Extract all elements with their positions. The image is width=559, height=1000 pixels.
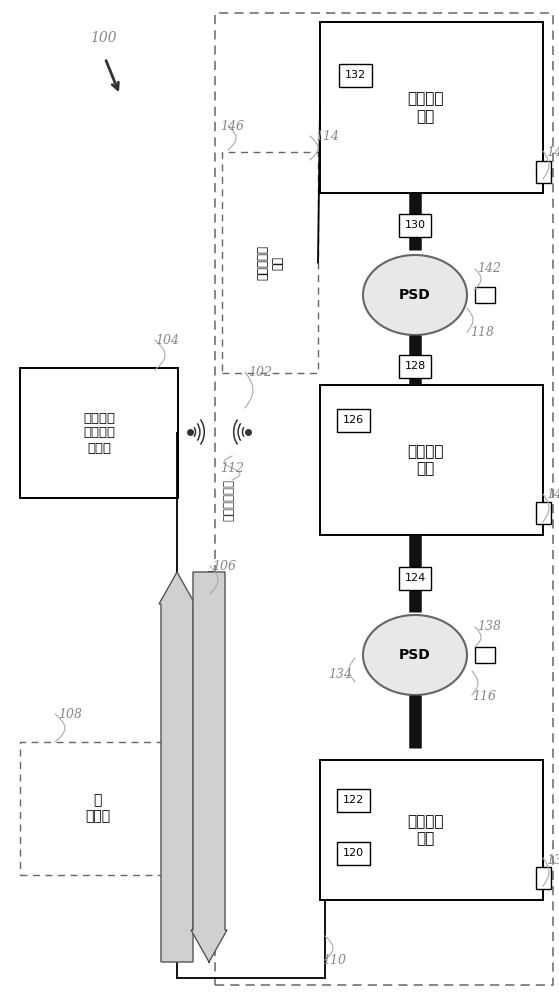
Bar [339,64,372,87]
Text: 离线传感器
单元: 离线传感器 单元 [256,245,284,280]
Text: 146: 146 [220,119,244,132]
Text: 130: 130 [405,220,425,230]
Bar [337,788,369,812]
Text: 104: 104 [155,334,179,347]
Bar [320,385,543,535]
Text: 114: 114 [315,129,339,142]
Bar [475,287,495,303]
Bar [222,152,318,373]
Text: 112: 112 [220,462,244,475]
Bar [399,214,431,236]
Bar [475,647,495,663]
Text: 106: 106 [212,560,236,572]
Text: 118: 118 [470,326,494,340]
Text: 122: 122 [342,795,363,805]
Text: 120: 120 [343,848,363,858]
Bar [337,842,369,864]
Ellipse shape [363,615,467,695]
Text: 134: 134 [328,668,352,682]
Bar [320,760,543,900]
Text: 110: 110 [322,954,346,966]
Text: 138: 138 [477,620,501,634]
Bar [536,502,551,524]
Text: 144: 144 [546,145,559,158]
Text: 生物处理环境: 生物处理环境 [222,479,235,521]
Text: PSD: PSD [399,648,431,662]
Bar [399,566,431,589]
Bar [337,408,369,432]
Text: 128: 128 [404,361,425,371]
Text: 100: 100 [90,31,117,45]
FancyArrow shape [191,572,227,962]
Text: 102: 102 [248,366,272,379]
Ellipse shape [363,255,467,335]
Text: 124: 124 [404,573,425,583]
Text: 生物处理
单元: 生物处理 单元 [407,814,443,846]
Text: 生物处理
工作流程
控制器: 生物处理 工作流程 控制器 [83,412,115,454]
Text: 136: 136 [546,854,559,866]
Bar [536,867,551,889]
Bar [399,355,431,377]
Text: 142: 142 [477,262,501,275]
Text: 132: 132 [344,70,366,80]
Text: 108: 108 [58,708,82,720]
FancyArrow shape [159,572,195,962]
Text: 140: 140 [546,488,559,502]
Text: 116: 116 [472,690,496,704]
Bar [215,13,553,985]
Text: 云
控制器: 云 控制器 [85,793,110,824]
Text: 126: 126 [343,415,363,425]
Text: 生物处理
单元: 生物处理 单元 [407,91,443,124]
Bar [20,368,178,498]
Bar [320,22,543,193]
Bar [20,742,175,875]
Bar [536,161,551,183]
Text: PSD: PSD [399,288,431,302]
Text: 生物处理
单元: 生物处理 单元 [407,444,443,476]
